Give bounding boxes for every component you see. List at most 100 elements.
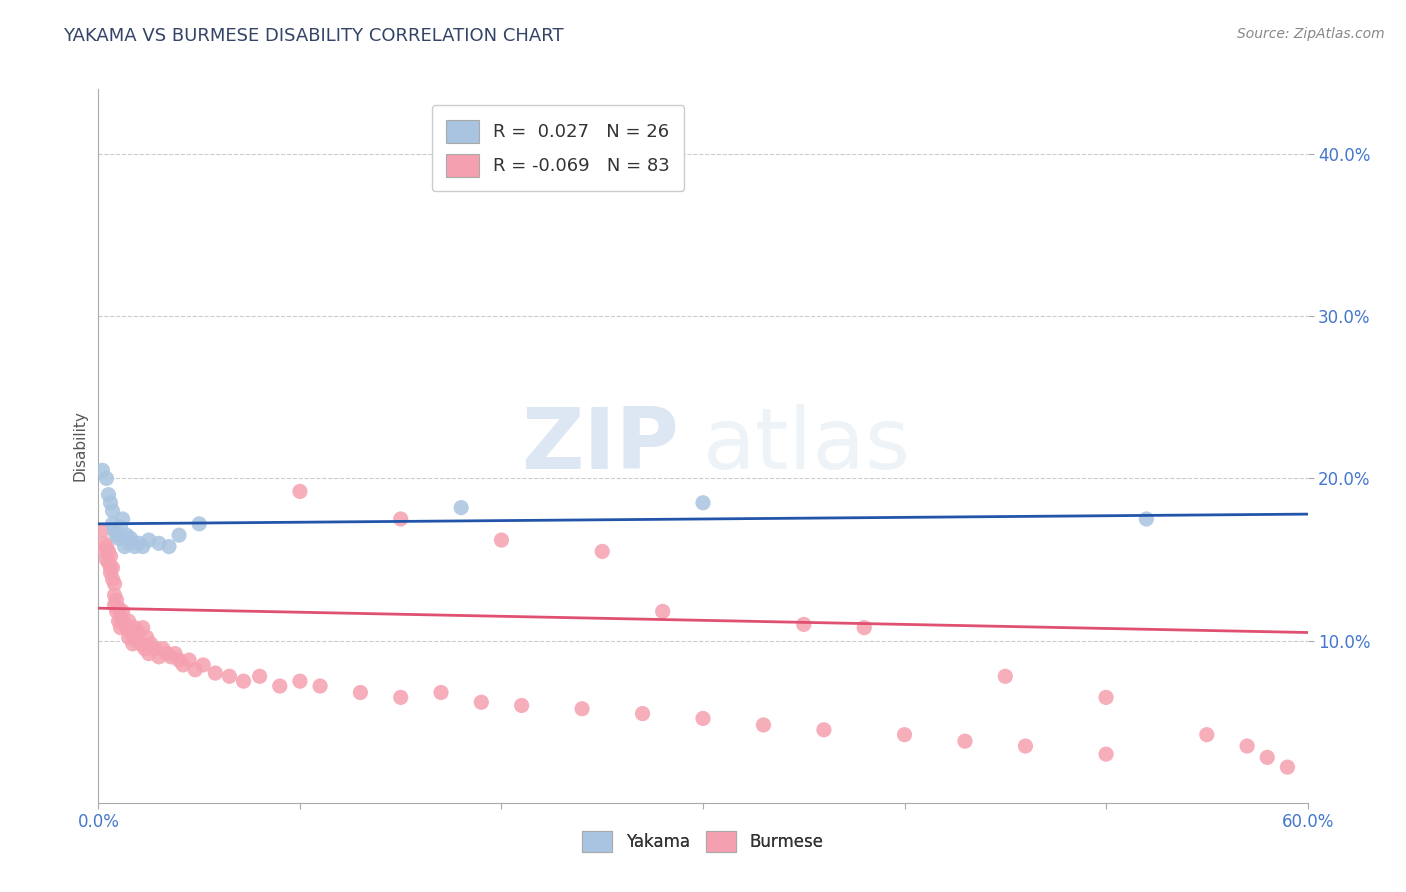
- Point: [124, 621, 146, 635]
- Point: [107, 532, 129, 546]
- Point: [1236, 739, 1258, 753]
- Point: [1135, 512, 1157, 526]
- Point: [853, 621, 876, 635]
- Point: [994, 669, 1017, 683]
- Point: [101, 572, 124, 586]
- Text: YAKAMA VS BURMESE DISABILITY CORRELATION CHART: YAKAMA VS BURMESE DISABILITY CORRELATION…: [63, 27, 564, 45]
- Point: [152, 641, 174, 656]
- Point: [132, 621, 155, 635]
- Point: [135, 631, 157, 645]
- Point: [591, 544, 613, 558]
- Point: [349, 685, 371, 699]
- Point: [389, 512, 412, 526]
- Point: [97, 544, 120, 558]
- Point: [100, 560, 122, 574]
- Point: [1095, 747, 1118, 761]
- Point: [309, 679, 332, 693]
- Point: [204, 666, 226, 681]
- Point: [101, 504, 124, 518]
- Point: [118, 614, 141, 628]
- Point: [115, 528, 138, 542]
- Point: [148, 649, 170, 664]
- Point: [93, 544, 115, 558]
- Point: [1195, 728, 1218, 742]
- Point: [110, 609, 132, 624]
- Point: [157, 540, 180, 554]
- Point: [491, 533, 513, 547]
- Point: [160, 649, 183, 664]
- Point: [692, 496, 714, 510]
- Point: [692, 711, 714, 725]
- Point: [118, 631, 141, 645]
- Point: [93, 536, 115, 550]
- Point: [91, 524, 114, 538]
- Point: [148, 536, 170, 550]
- Point: [132, 540, 155, 554]
- Point: [138, 647, 160, 661]
- Point: [232, 674, 254, 689]
- Point: [389, 690, 412, 705]
- Point: [172, 657, 194, 672]
- Point: [1277, 760, 1299, 774]
- Point: [134, 641, 156, 656]
- Point: [288, 484, 311, 499]
- Point: [120, 625, 142, 640]
- Point: [97, 488, 120, 502]
- Text: atlas: atlas: [703, 404, 911, 488]
- Point: [101, 516, 124, 531]
- Point: [96, 552, 118, 566]
- Point: [129, 637, 152, 651]
- Point: [179, 653, 201, 667]
- Point: [631, 706, 654, 721]
- Point: [128, 536, 150, 550]
- Point: [430, 685, 453, 699]
- Point: [115, 621, 138, 635]
- Point: [120, 532, 142, 546]
- Point: [167, 528, 190, 542]
- Y-axis label: Disability: Disability: [72, 410, 87, 482]
- Point: [218, 669, 240, 683]
- Point: [167, 653, 190, 667]
- Point: [128, 625, 150, 640]
- Point: [103, 577, 125, 591]
- Point: [111, 512, 134, 526]
- Point: [100, 549, 122, 564]
- Point: [111, 604, 134, 618]
- Point: [269, 679, 291, 693]
- Point: [249, 669, 271, 683]
- Point: [105, 593, 128, 607]
- Point: [752, 718, 775, 732]
- Point: [188, 516, 211, 531]
- Point: [953, 734, 976, 748]
- Point: [103, 598, 125, 612]
- Point: [105, 528, 128, 542]
- Point: [139, 637, 162, 651]
- Point: [107, 614, 129, 628]
- Point: [193, 657, 215, 672]
- Point: [114, 617, 136, 632]
- Point: [118, 536, 141, 550]
- Point: [893, 728, 915, 742]
- Legend: Yakama, Burmese: Yakama, Burmese: [575, 824, 831, 859]
- Point: [101, 560, 124, 574]
- Point: [1095, 690, 1118, 705]
- Point: [124, 540, 146, 554]
- Point: [110, 520, 132, 534]
- Point: [110, 621, 132, 635]
- Point: [103, 524, 125, 538]
- Point: [470, 695, 492, 709]
- Point: [91, 463, 114, 477]
- Point: [156, 647, 179, 661]
- Point: [143, 641, 166, 656]
- Point: [450, 500, 472, 515]
- Point: [793, 617, 815, 632]
- Text: ZIP: ZIP: [522, 404, 679, 488]
- Point: [163, 647, 186, 661]
- Point: [651, 604, 673, 618]
- Point: [813, 723, 835, 737]
- Point: [288, 674, 311, 689]
- Point: [125, 633, 148, 648]
- Point: [184, 663, 207, 677]
- Text: Source: ZipAtlas.com: Source: ZipAtlas.com: [1237, 27, 1385, 41]
- Point: [103, 588, 125, 602]
